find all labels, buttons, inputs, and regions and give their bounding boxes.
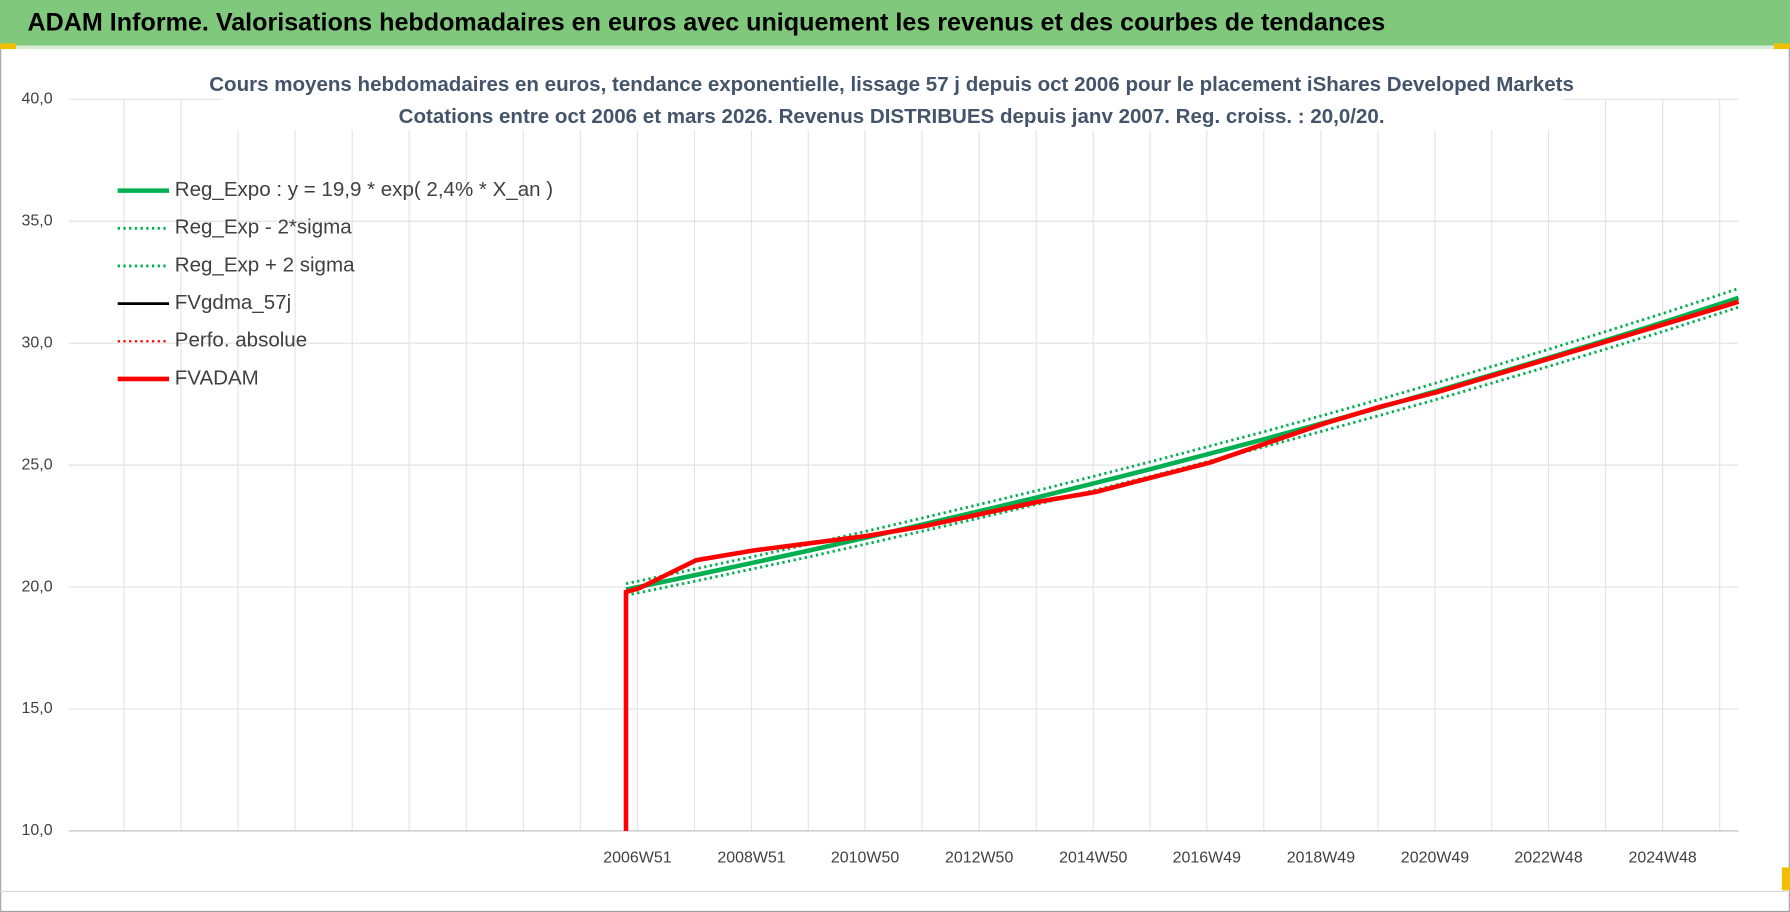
x-tick-label: 2018W49 xyxy=(1287,850,1355,867)
chart-subtitle: Cotations entre oct 2006 et mars 2026. R… xyxy=(399,105,1385,128)
header-title: ADAM Informe. Valorisations hebdomadaire… xyxy=(28,9,1386,37)
legend-label: Perfo. absolue xyxy=(175,329,307,352)
x-tick-label: 2022W48 xyxy=(1514,850,1582,867)
chart: 10,0 15,0 20,0 25,0 30,0 35,0 40,0 2006W51 2008W… xyxy=(22,70,1740,867)
title-backdrop xyxy=(222,70,1564,131)
corner-marker xyxy=(0,43,17,50)
chart-title: Cours moyens hebdomadaires en euros, ten… xyxy=(209,73,1574,96)
x-tick-label: 2014W50 xyxy=(1059,850,1127,867)
y-tick-label: 35,0 xyxy=(22,212,53,229)
y-tick-label: 25,0 xyxy=(22,456,53,473)
corner-marker xyxy=(1773,43,1790,50)
legend-label: FVgdma_57j xyxy=(175,291,291,314)
x-tick-label: 2008W51 xyxy=(717,850,785,867)
y-tick-label: 15,0 xyxy=(22,700,53,717)
y-tick-label: 40,0 xyxy=(22,91,53,108)
legend-label: Reg_Exp - 2*sigma xyxy=(175,216,352,239)
y-tick-label: 10,0 xyxy=(22,822,53,839)
x-tick-label: 2020W49 xyxy=(1401,850,1469,867)
plot-layer: 10,0 15,0 20,0 25,0 30,0 35,0 40,0 2006W51 2008W… xyxy=(22,91,1740,867)
legend-label: FVADAM xyxy=(175,366,259,389)
grid xyxy=(68,98,1739,832)
x-tick-label: 2010W50 xyxy=(831,850,899,867)
legend-label: Reg_Exp + 2 sigma xyxy=(175,253,355,276)
x-tick-label: 2024W48 xyxy=(1628,850,1696,867)
legend-label: Reg_Expo : y = 19,9 * exp( 2,4% * X_an ) xyxy=(175,178,553,201)
x-tick-label: 2006W51 xyxy=(603,850,671,867)
x-tick-label: 2012W50 xyxy=(945,850,1013,867)
y-tick-label: 20,0 xyxy=(22,578,53,595)
series-line xyxy=(623,299,1740,831)
y-tick-label: 30,0 xyxy=(22,334,53,351)
header-rule xyxy=(0,45,1790,50)
header-bar xyxy=(0,0,1790,46)
x-tick-label: 2016W49 xyxy=(1173,850,1241,867)
corner-marker xyxy=(1781,867,1790,891)
